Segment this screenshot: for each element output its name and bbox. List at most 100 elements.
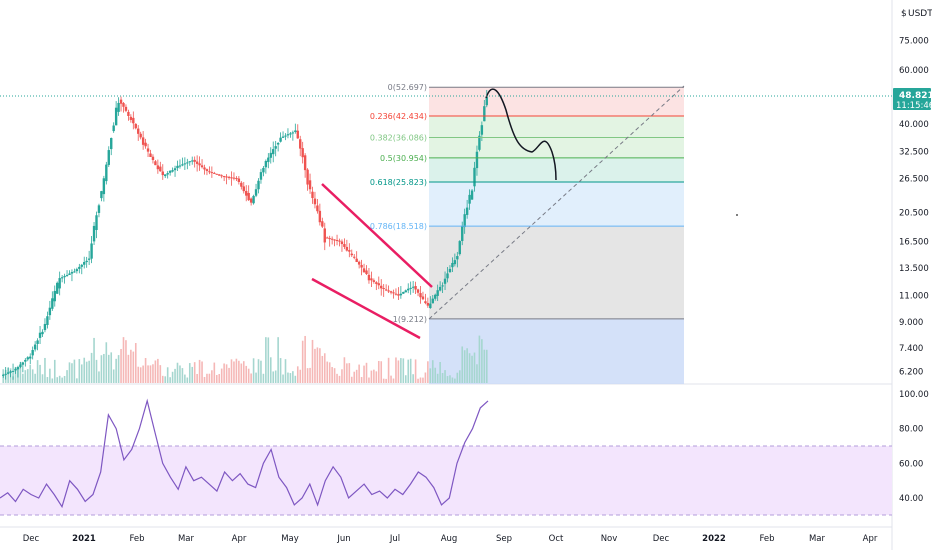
candle-body bbox=[281, 136, 285, 138]
volume-bar bbox=[215, 374, 218, 383]
time-axis[interactable]: Dec 2021 Feb Mar Apr May Jun Jul Aug Sep Oct Nov Dec… bbox=[23, 534, 878, 544]
volume-bar bbox=[481, 339, 483, 383]
candle-body bbox=[171, 170, 174, 172]
candle-body bbox=[119, 99, 123, 104]
volume-bar bbox=[336, 373, 338, 383]
volume-bar bbox=[85, 361, 88, 383]
volume-bar bbox=[424, 372, 427, 383]
volume-bar bbox=[277, 337, 279, 383]
volume-bar bbox=[154, 360, 157, 383]
volume-bar bbox=[161, 375, 164, 383]
time-tick-label: Apr bbox=[232, 534, 247, 544]
candle-body bbox=[215, 173, 218, 175]
volume-bar bbox=[321, 355, 324, 383]
candle-body bbox=[198, 163, 201, 166]
candle-body bbox=[38, 332, 42, 338]
projected-price-path[interactable] bbox=[485, 88, 557, 181]
volume-bar bbox=[34, 373, 36, 383]
candle-body bbox=[367, 274, 371, 281]
volume-bar bbox=[397, 360, 400, 383]
volume-bar bbox=[29, 364, 32, 383]
rsi-line[interactable] bbox=[0, 398, 489, 509]
fib-level-label: 0(52.697) bbox=[388, 83, 427, 92]
volume-bar bbox=[208, 373, 211, 383]
candle-body bbox=[43, 323, 47, 331]
volume-bar bbox=[373, 369, 375, 383]
candle-body bbox=[183, 163, 187, 165]
time-tick-label: Jul bbox=[389, 534, 400, 544]
candle-body bbox=[210, 172, 214, 174]
candle-body bbox=[19, 364, 22, 368]
candle-body bbox=[375, 282, 378, 284]
volume-bar bbox=[289, 373, 292, 383]
candle-body bbox=[269, 152, 272, 158]
volume-bar bbox=[247, 368, 250, 383]
volume-bar bbox=[451, 377, 454, 383]
volume-bar bbox=[365, 362, 368, 383]
volume-bar bbox=[22, 373, 24, 383]
fib-trend-diagonal[interactable] bbox=[428, 85, 685, 320]
volume-bar bbox=[375, 371, 378, 383]
candle-body bbox=[264, 160, 268, 168]
volume-bar bbox=[269, 357, 272, 383]
candle-body bbox=[154, 161, 157, 166]
volume-bar bbox=[125, 340, 127, 383]
candle-body bbox=[132, 117, 135, 124]
candle-body bbox=[14, 368, 17, 371]
volume-bar bbox=[98, 371, 100, 383]
volume-bar bbox=[402, 358, 405, 383]
candle-body bbox=[353, 256, 356, 258]
time-tick-label: Dec bbox=[23, 534, 40, 544]
candle-body bbox=[262, 167, 265, 173]
candle-body bbox=[350, 253, 353, 256]
candle-body bbox=[237, 178, 241, 182]
time-tick-label: Mar bbox=[178, 534, 195, 544]
candle-body bbox=[181, 164, 184, 166]
volume-bar bbox=[76, 378, 78, 383]
price-tick-label: 13.500 bbox=[899, 264, 929, 274]
candle-body bbox=[146, 148, 150, 152]
candle-body bbox=[301, 148, 304, 158]
volume-bar bbox=[385, 378, 387, 383]
price-candles[interactable] bbox=[2, 89, 488, 380]
fib-zone bbox=[429, 116, 684, 138]
volume-bar bbox=[454, 378, 456, 383]
volume-bar bbox=[174, 368, 176, 383]
fib-retracement-levels[interactable]: 0(52.697) 0.236(42.434) 0.382(36.086) 0.5(3… bbox=[370, 83, 684, 324]
candle-body bbox=[139, 133, 142, 138]
candle-body bbox=[21, 362, 25, 365]
candle-body bbox=[362, 268, 366, 273]
currency-label[interactable]: USDT bbox=[908, 9, 932, 19]
candle-body bbox=[431, 298, 434, 304]
volume-bar bbox=[314, 348, 316, 383]
volume-bar bbox=[44, 357, 46, 383]
volume-bar bbox=[95, 359, 98, 383]
candle-body bbox=[100, 191, 103, 199]
volume-bar bbox=[132, 351, 135, 383]
rsi-axis[interactable]: 100.00 80.00 60.00 40.00 bbox=[899, 390, 929, 504]
volume-bar bbox=[316, 347, 319, 383]
candle-body bbox=[83, 262, 86, 265]
volume-bar bbox=[53, 359, 56, 383]
candle-body bbox=[321, 221, 324, 227]
volume-bar bbox=[279, 358, 282, 383]
candle-body bbox=[60, 277, 64, 279]
candle-body bbox=[114, 107, 118, 126]
price-tick-label: 9.000 bbox=[899, 318, 923, 328]
candle-body bbox=[16, 367, 20, 370]
fib-retracement-zones[interactable] bbox=[429, 87, 684, 384]
volume-bar bbox=[103, 353, 105, 383]
wedge-upper-trendline[interactable] bbox=[321, 183, 433, 288]
candle-body bbox=[318, 210, 322, 223]
wedge-lower-trendline[interactable] bbox=[311, 277, 421, 340]
volume-bar bbox=[24, 370, 27, 383]
time-tick-label: Feb bbox=[759, 534, 774, 544]
volume-bar bbox=[19, 361, 22, 383]
candle-body bbox=[156, 165, 160, 170]
candle-body bbox=[26, 357, 29, 360]
volume-bar bbox=[196, 373, 198, 383]
time-tick-label: 2021 bbox=[72, 534, 96, 544]
volume-bar bbox=[71, 363, 73, 383]
